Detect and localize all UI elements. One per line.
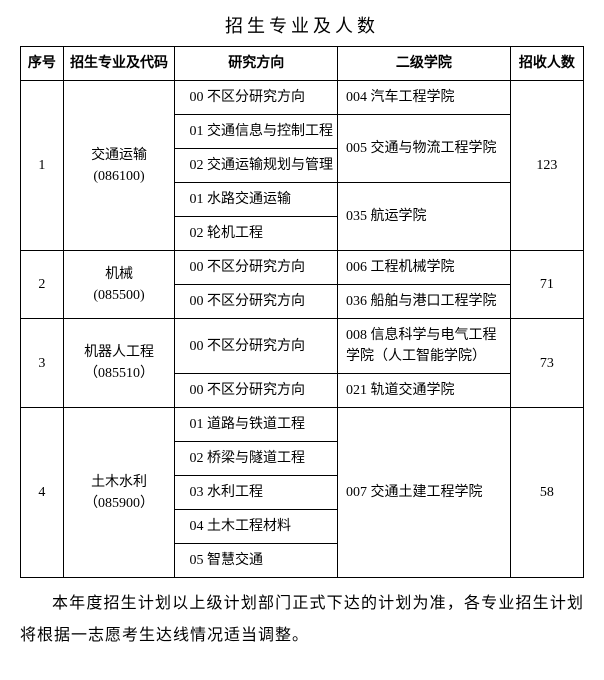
cell-direction: 00 不区分研究方向 [175,374,338,408]
cell-seq: 2 [21,251,64,319]
cell-major: 交通运输 (086100) [63,81,175,251]
cell-direction: 01 道路与铁道工程 [175,408,338,442]
cell-direction: 05 智慧交通 [175,544,338,578]
major-code: (086100) [93,169,144,184]
table-header-row: 序号 招生专业及代码 研究方向 二级学院 招收人数 [21,47,584,81]
cell-direction: 02 桥梁与隧道工程 [175,442,338,476]
major-name: 机器人工程 [84,345,154,360]
cell-direction: 00 不区分研究方向 [175,81,338,115]
cell-direction: 02 轮机工程 [175,217,338,251]
cell-seq: 4 [21,408,64,578]
cell-major: 机械 (085500) [63,251,175,319]
cell-quota: 58 [510,408,583,578]
cell-college: 005 交通与物流工程学院 [338,115,511,183]
cell-college: 004 汽车工程学院 [338,81,511,115]
cell-direction: 00 不区分研究方向 [175,319,338,374]
cell-college: 008 信息科学与电气工程学院（人工智能学院） [338,319,511,374]
major-name: 交通运输 [91,148,147,163]
header-seq: 序号 [21,47,64,81]
header-major: 招生专业及代码 [63,47,175,81]
major-code: (085500) [93,288,144,303]
cell-quota: 73 [510,319,583,408]
cell-direction: 02 交通运输规划与管理 [175,149,338,183]
table-row: 4 土木水利 （085900） 01 道路与铁道工程 007 交通土建工程学院 … [21,408,584,442]
cell-direction: 01 交通信息与控制工程 [175,115,338,149]
page-title: 招生专业及人数 [20,12,584,38]
major-code: （085900） [84,496,154,511]
cell-direction: 00 不区分研究方向 [175,285,338,319]
header-quota: 招收人数 [510,47,583,81]
cell-direction: 04 土木工程材料 [175,510,338,544]
cell-college: 035 航运学院 [338,183,511,251]
cell-college: 006 工程机械学院 [338,251,511,285]
major-name: 土木水利 [91,475,147,490]
cell-direction: 00 不区分研究方向 [175,251,338,285]
cell-quota: 71 [510,251,583,319]
header-college: 二级学院 [338,47,511,81]
cell-major: 土木水利 （085900） [63,408,175,578]
cell-college: 021 轨道交通学院 [338,374,511,408]
major-name: 机械 [105,267,133,282]
table-row: 2 机械 (085500) 00 不区分研究方向 006 工程机械学院 71 [21,251,584,285]
cell-college: 036 船舶与港口工程学院 [338,285,511,319]
cell-quota: 123 [510,81,583,251]
cell-direction: 03 水利工程 [175,476,338,510]
cell-seq: 1 [21,81,64,251]
major-code: （085510） [84,366,154,381]
cell-direction: 01 水路交通运输 [175,183,338,217]
table-row: 1 交通运输 (086100) 00 不区分研究方向 004 汽车工程学院 12… [21,81,584,115]
table-row: 3 机器人工程 （085510） 00 不区分研究方向 008 信息科学与电气工… [21,319,584,374]
cell-college: 007 交通土建工程学院 [338,408,511,578]
admissions-table: 序号 招生专业及代码 研究方向 二级学院 招收人数 1 交通运输 (086100… [20,46,584,578]
footnote-text: 本年度招生计划以上级计划部门正式下达的计划为准，各专业招生计划将根据一志愿考生达… [20,588,584,652]
header-direction: 研究方向 [175,47,338,81]
cell-major: 机器人工程 （085510） [63,319,175,408]
cell-seq: 3 [21,319,64,408]
